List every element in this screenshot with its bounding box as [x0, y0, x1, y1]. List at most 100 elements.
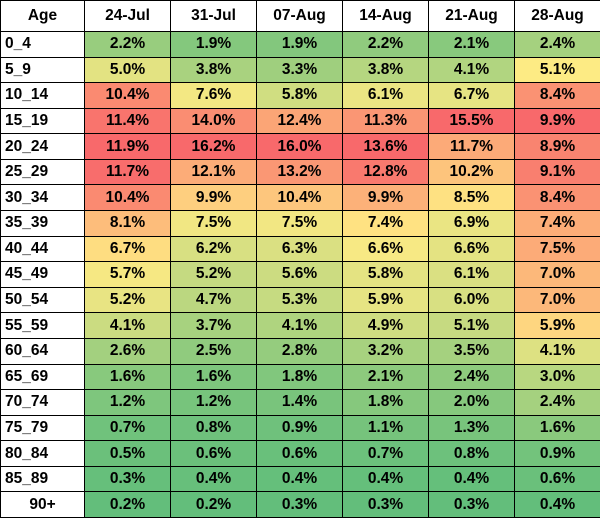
- age-label: 60_64: [0, 337, 85, 365]
- heatmap-cell: 5.9%: [514, 312, 600, 339]
- column-header: 07-Aug: [256, 0, 343, 32]
- heatmap-cell: 12.4%: [256, 107, 343, 135]
- heatmap-cell: 7.6%: [170, 82, 257, 109]
- heatmap-cell: 6.7%: [428, 82, 515, 109]
- heatmap-cell: 5.8%: [342, 261, 429, 288]
- table-row: 50_54 5.2% 4.7% 5.3% 5.9% 6.0% 7.0%: [0, 286, 600, 314]
- table-row: 65_69 1.6% 1.6% 1.8% 2.1% 2.4% 3.0%: [0, 363, 600, 391]
- column-header: 24-Jul: [84, 0, 171, 32]
- heatmap-cell: 9.9%: [170, 184, 257, 212]
- heatmap-cell: 0.7%: [84, 414, 171, 442]
- age-label: 15_19: [0, 107, 85, 135]
- age-label: 50_54: [0, 286, 85, 314]
- heatmap-cell: 3.3%: [256, 56, 343, 84]
- heatmap-cell: 11.7%: [428, 133, 515, 160]
- heatmap-cell: 0.3%: [428, 491, 515, 518]
- heatmap-cell: 9.1%: [514, 158, 600, 186]
- heatmap-cell: 7.4%: [342, 210, 429, 237]
- heatmap-cell: 14.0%: [170, 107, 257, 135]
- heatmap-cell: 12.8%: [342, 158, 429, 186]
- heatmap-cell: 4.1%: [428, 56, 515, 84]
- heatmap-cell: 7.0%: [514, 286, 600, 314]
- age-label: 90+: [0, 491, 85, 518]
- table-row: 75_79 0.7% 0.8% 0.9% 1.1% 1.3% 1.6%: [0, 414, 600, 442]
- heatmap-cell: 4.9%: [342, 312, 429, 339]
- heatmap-cell: 6.1%: [342, 82, 429, 109]
- table-row: 70_74 1.2% 1.2% 1.4% 1.8% 2.0% 2.4%: [0, 389, 600, 416]
- heatmap-cell: 0.8%: [170, 414, 257, 442]
- heatmap-cell: 6.6%: [428, 235, 515, 263]
- age-label: 85_89: [0, 465, 85, 493]
- heatmap-cell: 15.5%: [428, 107, 515, 135]
- corner-label: Age: [0, 0, 85, 32]
- table-row: 85_89 0.3% 0.4% 0.4% 0.4% 0.4% 0.6%: [0, 465, 600, 493]
- heatmap-cell: 7.5%: [170, 210, 257, 237]
- table-row: 60_64 2.6% 2.5% 2.8% 3.2% 3.5% 4.1%: [0, 337, 600, 365]
- heatmap-cell: 9.9%: [342, 184, 429, 212]
- heatmap-cell: 3.0%: [514, 363, 600, 391]
- heatmap-cell: 0.7%: [342, 440, 429, 467]
- heatmap-cell: 12.1%: [170, 158, 257, 186]
- age-label: 35_39: [0, 210, 85, 237]
- heatmap-cell: 10.4%: [256, 184, 343, 212]
- heatmap-cell: 0.5%: [84, 440, 171, 467]
- heatmap-cell: 5.9%: [342, 286, 429, 314]
- age-label: 75_79: [0, 414, 85, 442]
- heatmap-cell: 2.8%: [256, 337, 343, 365]
- table-row: 40_44 6.7% 6.2% 6.3% 6.6% 6.6% 7.5%: [0, 235, 600, 263]
- heatmap-cell: 2.4%: [428, 363, 515, 391]
- heatmap-cell: 1.1%: [342, 414, 429, 442]
- heatmap-cell: 2.1%: [428, 31, 515, 58]
- heatmap-cell: 11.3%: [342, 107, 429, 135]
- heatmap-cell: 2.0%: [428, 389, 515, 416]
- table-row: 5_9 5.0% 3.8% 3.3% 3.8% 4.1% 5.1%: [0, 56, 600, 84]
- heatmap-cell: 0.8%: [428, 440, 515, 467]
- heatmap-cell: 1.2%: [84, 389, 171, 416]
- heatmap-cell: 0.2%: [170, 491, 257, 518]
- heatmap-cell: 2.5%: [170, 337, 257, 365]
- heatmap-cell: 2.2%: [342, 31, 429, 58]
- heatmap-cell: 0.6%: [170, 440, 257, 467]
- age-label: 65_69: [0, 363, 85, 391]
- heatmap-cell: 5.8%: [256, 82, 343, 109]
- heatmap-cell: 1.9%: [170, 31, 257, 58]
- table-row: 10_14 10.4% 7.6% 5.8% 6.1% 6.7% 8.4%: [0, 82, 600, 109]
- heatmap-cell: 0.6%: [256, 440, 343, 467]
- heatmap-cell: 5.1%: [514, 56, 600, 84]
- heatmap-cell: 13.2%: [256, 158, 343, 186]
- table-row: 55_59 4.1% 3.7% 4.1% 4.9% 5.1% 5.9%: [0, 312, 600, 339]
- heatmap-cell: 1.3%: [428, 414, 515, 442]
- heatmap-cell: 16.2%: [170, 133, 257, 160]
- heatmap-cell: 0.2%: [84, 491, 171, 518]
- heatmap-cell: 10.2%: [428, 158, 515, 186]
- table-row: 20_24 11.9% 16.2% 16.0% 13.6% 11.7% 8.9%: [0, 133, 600, 160]
- age-label: 5_9: [0, 56, 85, 84]
- heatmap-cell: 3.8%: [170, 56, 257, 84]
- table-row: 25_29 11.7% 12.1% 13.2% 12.8% 10.2% 9.1%: [0, 158, 600, 186]
- heatmap-cell: 7.5%: [256, 210, 343, 237]
- table-row: 80_84 0.5% 0.6% 0.6% 0.7% 0.8% 0.9%: [0, 440, 600, 467]
- age-label: 45_49: [0, 261, 85, 288]
- age-label: 80_84: [0, 440, 85, 467]
- heatmap-cell: 0.4%: [428, 465, 515, 493]
- header-row: Age 24-Jul 31-Jul 07-Aug 14-Aug 21-Aug 28-Aug: [0, 0, 600, 32]
- heatmap-cell: 4.1%: [84, 312, 171, 339]
- table-body: 0_4 2.2% 1.9% 1.9% 2.2% 2.1% 2.4% 5_9 5.0% 3.8% 3.…: [0, 31, 600, 518]
- age-label: 55_59: [0, 312, 85, 339]
- heatmap-cell: 0.6%: [514, 465, 600, 493]
- heatmap-cell: 0.4%: [342, 465, 429, 493]
- heatmap-cell: 3.7%: [170, 312, 257, 339]
- heatmap-cell: 8.5%: [428, 184, 515, 212]
- age-label: 40_44: [0, 235, 85, 263]
- heatmap-cell: 16.0%: [256, 133, 343, 160]
- heatmap-cell: 5.3%: [256, 286, 343, 314]
- heatmap-cell: 8.4%: [514, 82, 600, 109]
- heatmap-cell: 0.4%: [514, 491, 600, 518]
- heatmap-cell: 1.8%: [256, 363, 343, 391]
- heatmap-cell: 0.9%: [256, 414, 343, 442]
- heatmap-cell: 5.2%: [170, 261, 257, 288]
- heatmap-cell: 8.9%: [514, 133, 600, 160]
- heatmap-cell: 6.6%: [342, 235, 429, 263]
- heatmap-cell: 1.6%: [170, 363, 257, 391]
- heatmap-cell: 3.5%: [428, 337, 515, 365]
